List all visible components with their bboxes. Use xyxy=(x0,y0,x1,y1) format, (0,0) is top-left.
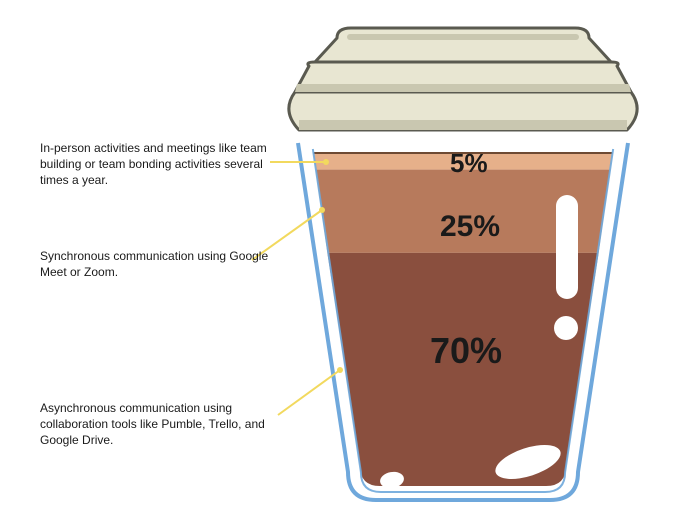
percent-label-25: 25% xyxy=(440,210,500,244)
infographic-canvas: In-person activities and meetings like t… xyxy=(0,0,700,526)
percent-label-70: 70% xyxy=(430,330,502,372)
caption-synchronous: Synchronous communication using Google M… xyxy=(40,248,270,280)
caption-asynchronous: Asynchronous communication using collabo… xyxy=(40,400,270,449)
percent-label-5: 5% xyxy=(450,148,488,179)
caption-in-person: In-person activities and meetings like t… xyxy=(40,140,270,189)
